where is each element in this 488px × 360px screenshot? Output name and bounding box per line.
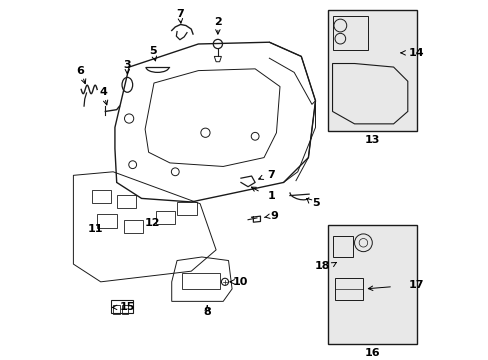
Text: 1: 1 <box>267 191 275 201</box>
Text: 7: 7 <box>267 170 275 180</box>
Text: 2: 2 <box>214 17 221 27</box>
Bar <box>113 305 119 314</box>
Text: 3: 3 <box>123 59 131 69</box>
Bar <box>332 16 367 50</box>
Text: 5: 5 <box>311 198 319 208</box>
Text: 15: 15 <box>119 302 135 312</box>
Bar <box>156 211 175 224</box>
Text: 10: 10 <box>232 277 247 287</box>
Text: 14: 14 <box>407 48 423 58</box>
Text: 18: 18 <box>314 261 330 271</box>
Text: 6: 6 <box>77 66 84 76</box>
Bar <box>97 215 117 228</box>
Bar <box>334 278 363 300</box>
Text: 11: 11 <box>87 224 103 234</box>
Text: 13: 13 <box>364 135 379 145</box>
Text: 5: 5 <box>149 46 156 56</box>
Bar <box>123 220 143 233</box>
Bar <box>122 305 128 314</box>
Text: 17: 17 <box>407 280 423 291</box>
Bar <box>177 202 196 215</box>
Text: 16: 16 <box>364 348 379 358</box>
Bar <box>327 225 416 344</box>
Bar <box>182 273 219 289</box>
Text: 9: 9 <box>269 211 277 221</box>
Bar <box>327 10 416 131</box>
Bar <box>332 236 352 257</box>
Bar <box>117 195 136 208</box>
Text: 4: 4 <box>99 87 107 97</box>
Text: 12: 12 <box>144 218 160 228</box>
Text: 8: 8 <box>203 307 211 317</box>
Bar <box>92 189 111 203</box>
Text: 7: 7 <box>176 9 183 19</box>
Bar <box>111 300 132 313</box>
